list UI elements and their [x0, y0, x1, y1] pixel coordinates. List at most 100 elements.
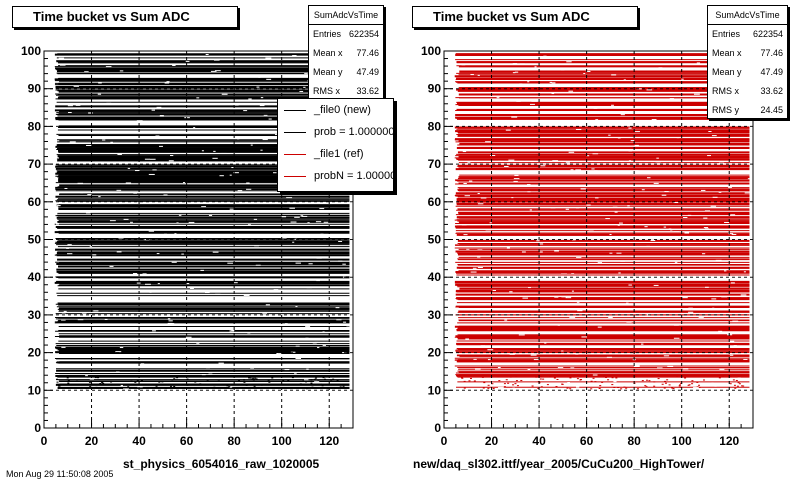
histogram-gap	[464, 195, 470, 197]
histogram-gap	[127, 167, 131, 169]
histogram-speckle	[729, 375, 732, 377]
histogram-gap	[85, 375, 88, 377]
histogram-gap	[142, 273, 147, 275]
histogram-gap	[190, 287, 194, 289]
histogram-gap	[633, 107, 640, 109]
histogram-gap	[641, 189, 645, 191]
histogram-gap	[299, 90, 304, 92]
y-tick-label: 100	[421, 44, 441, 58]
histogram-gap	[292, 241, 295, 243]
y-tick-label: 80	[28, 119, 42, 133]
histogram-gap	[569, 277, 574, 279]
histogram-speckle	[540, 376, 543, 378]
histogram-gap	[164, 82, 170, 84]
histogram-speckle	[732, 379, 735, 381]
histogram-speckle	[491, 383, 494, 385]
histogram-speckle	[173, 386, 176, 388]
histogram-speckle	[535, 375, 538, 377]
histogram-gap	[703, 217, 708, 219]
histogram-speckle	[487, 384, 490, 386]
histogram-speckle	[334, 387, 337, 389]
histogram-speckle	[254, 377, 257, 379]
histogram-gap	[179, 279, 185, 281]
histogram-gap	[280, 237, 287, 239]
histogram-gap	[630, 140, 635, 142]
histogram-speckle	[305, 388, 308, 390]
histogram-gap	[634, 131, 640, 133]
histogram-gap	[319, 208, 325, 210]
histogram-gap	[733, 345, 737, 347]
histogram-gap	[314, 381, 320, 383]
histogram-speckle	[698, 386, 701, 388]
histogram-gap	[664, 309, 670, 311]
histogram-speckle	[55, 378, 58, 380]
histogram-gap	[102, 139, 106, 141]
histogram-speckle	[305, 381, 308, 383]
histogram-gap	[233, 172, 239, 174]
histogram-gap	[508, 269, 513, 271]
histogram-speckle	[58, 385, 61, 387]
histogram-gap	[529, 209, 532, 211]
histogram-speckle	[590, 388, 593, 390]
histogram-gap	[221, 152, 227, 154]
histogram-gap	[566, 61, 572, 63]
histogram-gap	[110, 141, 113, 143]
histogram-gap	[168, 320, 173, 322]
histogram-gap	[593, 107, 598, 109]
histogram-gap	[205, 54, 209, 56]
histogram-gap	[630, 112, 634, 114]
x-tick-label: 80	[227, 434, 241, 448]
histogram-gap	[682, 368, 689, 370]
histogram-gap	[670, 229, 673, 231]
histogram-speckle	[342, 385, 345, 387]
histogram-speckle	[605, 376, 608, 378]
histogram-gap	[119, 70, 124, 72]
histogram-speckle	[737, 382, 740, 384]
histogram-gap	[507, 84, 513, 86]
histogram-gap	[657, 237, 661, 239]
histogram-gap	[234, 104, 239, 106]
histogram-speckle	[161, 381, 164, 383]
histogram-speckle	[668, 384, 671, 386]
histogram-speckle	[620, 388, 623, 390]
histogram-speckle	[173, 378, 176, 380]
histogram-speckle	[56, 383, 59, 385]
histogram-speckle	[553, 377, 556, 379]
histogram-speckle	[468, 380, 471, 382]
histogram-speckle	[287, 379, 290, 381]
histogram-speckle	[57, 387, 60, 389]
histogram-gap	[628, 150, 632, 152]
histogram-speckle	[482, 387, 485, 389]
histogram-gap	[317, 347, 320, 349]
histogram-gap	[611, 104, 614, 106]
histogram-gap	[86, 144, 92, 146]
histogram-gap	[229, 120, 232, 122]
histogram-gap	[729, 340, 735, 342]
histogram-speckle	[691, 380, 694, 382]
histogram-gap	[301, 215, 308, 217]
histogram-gap	[585, 92, 591, 94]
histogram-gap	[149, 158, 156, 160]
histogram-speckle	[116, 383, 119, 385]
histogram-speckle	[684, 377, 687, 379]
histogram-gap	[236, 138, 240, 140]
histogram-gap	[588, 229, 594, 231]
histogram-gap	[293, 328, 300, 330]
histogram-gap	[243, 295, 250, 297]
histogram-speckle	[245, 384, 248, 386]
x-tick-label: 40	[132, 434, 146, 448]
histogram-gap	[718, 191, 722, 193]
histogram-gap	[521, 251, 526, 253]
histogram-gap	[206, 367, 210, 369]
histogram-gap	[620, 114, 625, 116]
histogram-gap	[549, 81, 553, 83]
histogram-gap	[673, 202, 679, 204]
histogram-gap	[294, 238, 298, 240]
histogram-gap	[658, 67, 663, 69]
histogram-gap	[618, 272, 621, 274]
left-stats-name: SumAdcVsTime	[309, 6, 383, 25]
histogram-speckle	[114, 387, 117, 389]
histogram-speckle	[592, 377, 595, 379]
histogram-gap	[684, 232, 690, 234]
histogram-speckle	[248, 377, 251, 379]
